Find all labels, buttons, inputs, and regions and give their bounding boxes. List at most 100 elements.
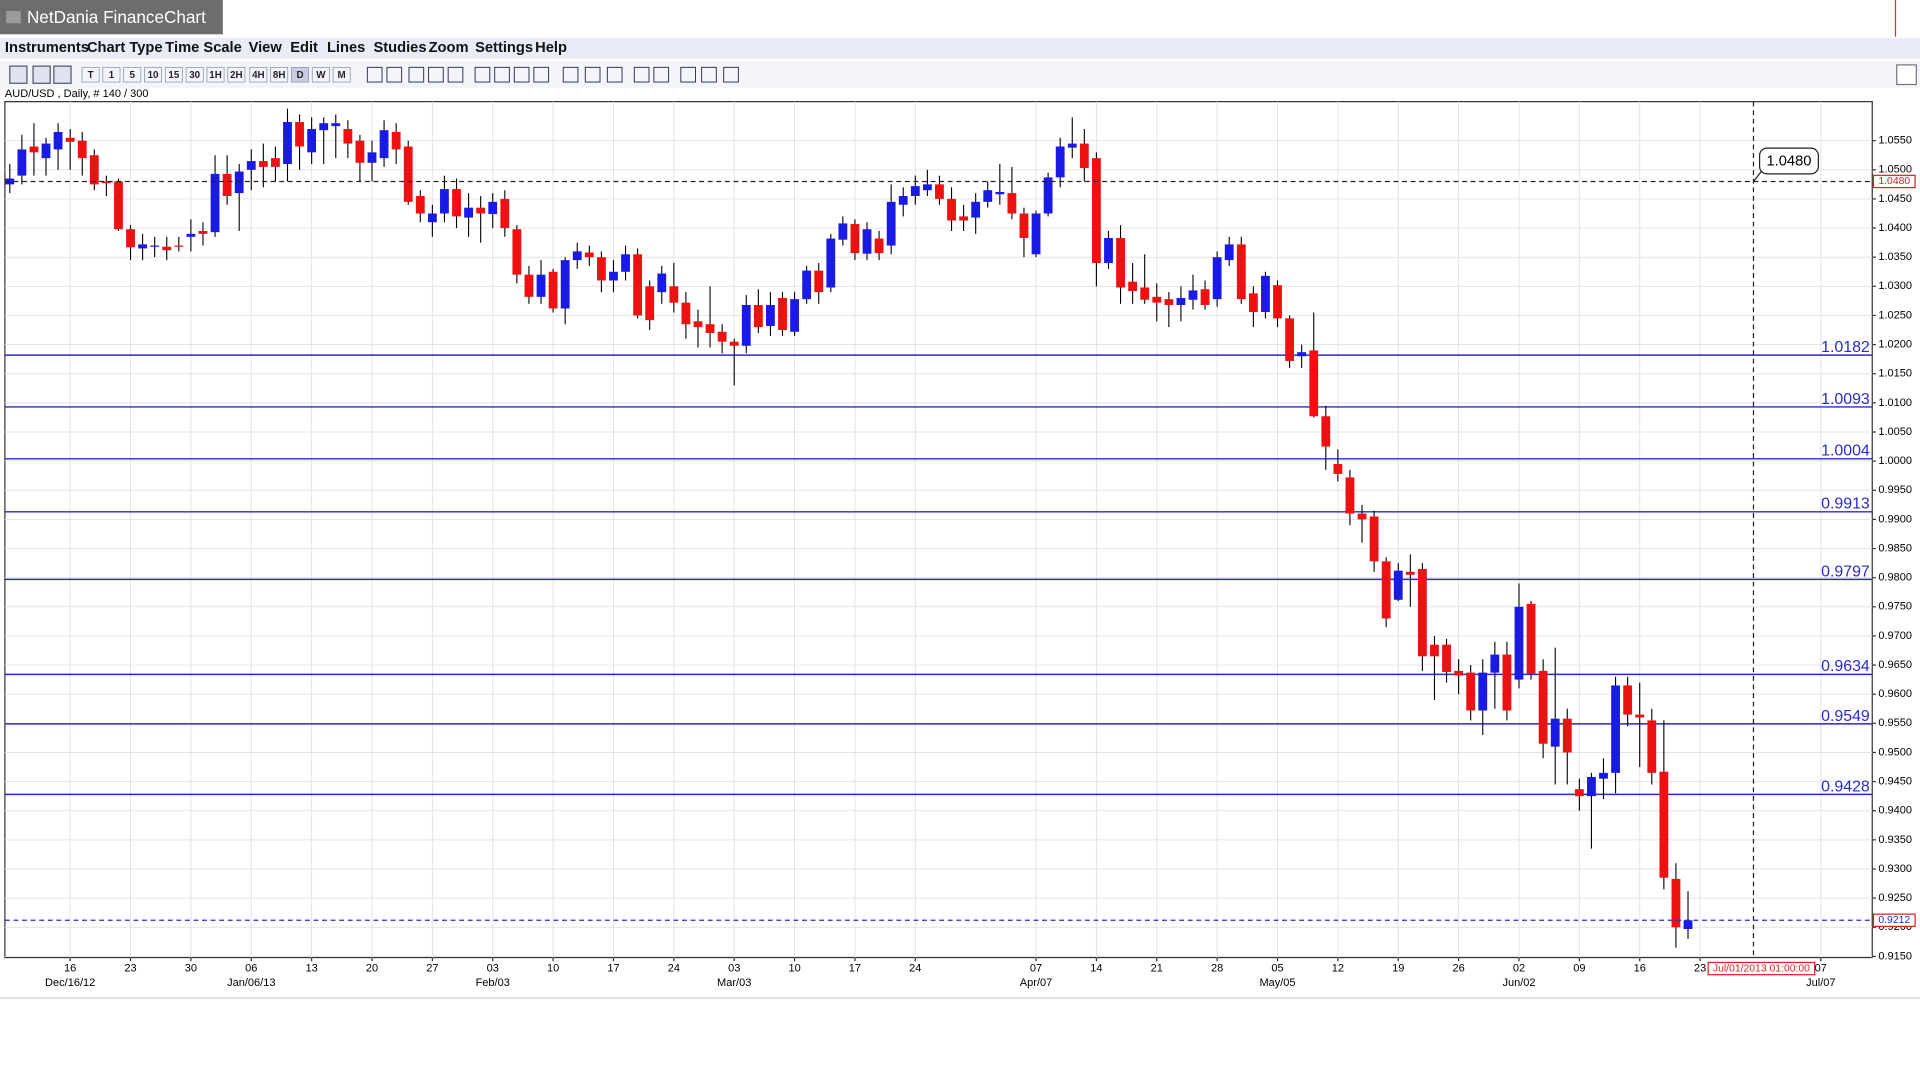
timeframe-button[interactable] bbox=[249, 66, 268, 83]
candle-body bbox=[1092, 158, 1101, 264]
candle-body bbox=[1333, 464, 1343, 474]
candle-body bbox=[1514, 606, 1524, 680]
tool-icon[interactable] bbox=[53, 65, 72, 84]
timeframe-label[interactable]: 5 bbox=[130, 70, 136, 81]
timeframe-label[interactable]: 8H bbox=[273, 70, 286, 81]
timeframe-button[interactable] bbox=[185, 66, 204, 83]
timeframe-button[interactable] bbox=[270, 66, 289, 83]
tool-icon[interactable] bbox=[447, 66, 464, 83]
y-tick-label: 0.9500 bbox=[1878, 746, 1912, 758]
tool-icon[interactable] bbox=[386, 66, 403, 83]
candle-body bbox=[1562, 718, 1572, 753]
timeframe-button[interactable] bbox=[164, 66, 183, 83]
timeframe-button[interactable] bbox=[144, 66, 162, 83]
candle-body bbox=[1019, 213, 1029, 238]
timeframe-label[interactable]: 1H bbox=[209, 70, 222, 81]
candle-body bbox=[633, 254, 643, 316]
timeframe-button[interactable] bbox=[206, 66, 225, 83]
tool-icon[interactable] bbox=[408, 66, 425, 83]
candle-body bbox=[645, 286, 655, 321]
candle-body bbox=[150, 245, 160, 247]
y-tick-label: 0.9600 bbox=[1878, 688, 1912, 700]
candle-body bbox=[1055, 146, 1065, 178]
x-tick-label: 14 bbox=[1090, 962, 1102, 974]
level-label: 1.0093 bbox=[1821, 391, 1870, 408]
candle-body bbox=[560, 260, 570, 309]
timeframe-button[interactable] bbox=[311, 66, 330, 83]
timeframe-button[interactable] bbox=[227, 66, 246, 83]
candle-body bbox=[41, 143, 51, 159]
candle-body bbox=[935, 184, 944, 199]
candle-body bbox=[1248, 293, 1258, 312]
tool-icon[interactable] bbox=[32, 65, 51, 84]
menu-item[interactable]: Instruments bbox=[5, 40, 89, 56]
tool-icon[interactable] bbox=[366, 66, 383, 83]
tool-icon[interactable] bbox=[701, 66, 717, 83]
tool-icon[interactable] bbox=[9, 65, 28, 84]
timeframe-label[interactable]: W bbox=[316, 70, 326, 81]
candle-body bbox=[1417, 568, 1427, 657]
candle-body bbox=[1647, 720, 1657, 773]
candle-body bbox=[1369, 516, 1379, 562]
timeframe-button[interactable] bbox=[291, 66, 309, 83]
x-major-label: Dec/16/12 bbox=[45, 977, 95, 989]
menu-item[interactable]: Zoom bbox=[429, 40, 469, 56]
tool-icon[interactable] bbox=[606, 66, 623, 83]
y-tick-label: 0.9250 bbox=[1878, 892, 1912, 904]
timeframe-label[interactable]: 2H bbox=[230, 70, 243, 81]
tool-icon[interactable] bbox=[513, 66, 530, 83]
x-tick-label: 27 bbox=[426, 962, 438, 974]
tool-icon[interactable] bbox=[562, 66, 579, 83]
chart-subtitle: AUD/USD , Daily, # 140 / 300 bbox=[5, 88, 149, 100]
timeframe-label[interactable]: 4H bbox=[252, 70, 265, 81]
level-label: 1.0182 bbox=[1821, 339, 1870, 356]
candle-body bbox=[1128, 281, 1138, 291]
x-tick-label: 03 bbox=[487, 962, 499, 974]
x-tick-label: 16 bbox=[64, 962, 76, 974]
candle-body bbox=[476, 207, 486, 214]
menu-item[interactable]: Chart Type bbox=[87, 40, 163, 56]
candle-body bbox=[1599, 772, 1608, 779]
candle-body bbox=[391, 131, 401, 150]
timeframe-label[interactable]: 30 bbox=[189, 70, 200, 81]
timeframe-button[interactable] bbox=[123, 66, 142, 83]
menu-item[interactable]: View bbox=[249, 40, 283, 56]
panel-toggle[interactable] bbox=[1896, 64, 1917, 86]
callout-label: 1.0480 bbox=[1767, 154, 1812, 170]
tool-icon[interactable] bbox=[474, 66, 491, 83]
timeframe-button[interactable] bbox=[332, 66, 351, 83]
tool-icon[interactable] bbox=[633, 66, 650, 83]
tool-icon[interactable] bbox=[584, 66, 601, 83]
timeframe-label[interactable]: 1 bbox=[109, 70, 115, 81]
timeframe-label[interactable]: M bbox=[338, 70, 346, 81]
timeframe-button[interactable] bbox=[102, 66, 121, 83]
x-tick-label: 10 bbox=[788, 962, 800, 974]
candle-body bbox=[971, 201, 981, 218]
menu-item[interactable]: Help bbox=[535, 40, 567, 56]
timeframe-label[interactable]: 15 bbox=[168, 70, 179, 81]
timeframe-label[interactable]: T bbox=[88, 70, 94, 81]
candle-body bbox=[331, 123, 341, 127]
menu-item[interactable]: Time Scale bbox=[165, 40, 241, 56]
tool-icon[interactable] bbox=[723, 66, 739, 83]
tool-icon[interactable] bbox=[533, 66, 550, 83]
menu-item[interactable]: Settings bbox=[475, 40, 533, 56]
y-tick-label: 1.0500 bbox=[1878, 164, 1912, 176]
timeframe-label[interactable]: D bbox=[296, 70, 303, 81]
tool-icon[interactable] bbox=[428, 66, 444, 83]
tool-icon[interactable] bbox=[653, 66, 670, 83]
tool-icon[interactable] bbox=[494, 66, 510, 83]
x-tick-label: 13 bbox=[305, 962, 317, 974]
candle-body bbox=[1466, 672, 1476, 711]
x-major-label: Feb/03 bbox=[476, 977, 510, 989]
candle-body bbox=[947, 198, 956, 221]
menu-item[interactable]: Edit bbox=[290, 40, 318, 56]
timeframe-button[interactable] bbox=[81, 66, 100, 83]
y-tick-label: 0.9300 bbox=[1878, 863, 1912, 875]
menu-item[interactable]: Lines bbox=[327, 40, 365, 56]
menu-item[interactable]: Studies bbox=[373, 40, 426, 56]
menu-bar bbox=[0, 37, 1920, 59]
timeframe-label[interactable]: 10 bbox=[148, 70, 159, 81]
tool-icon[interactable] bbox=[680, 66, 696, 83]
candle-body bbox=[1587, 776, 1596, 797]
